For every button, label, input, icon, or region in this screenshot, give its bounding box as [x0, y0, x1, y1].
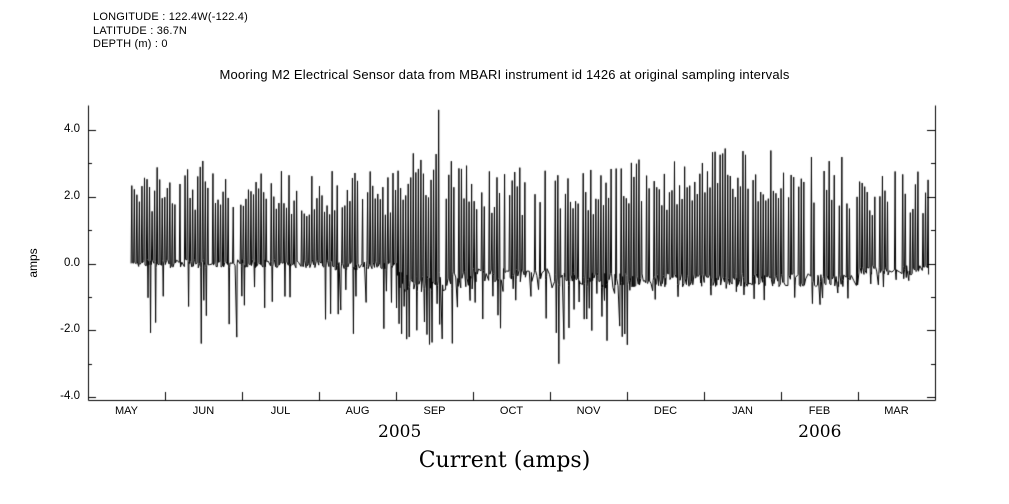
header-longitude: LONGITUDE : 122.4W(-122.4) [93, 11, 248, 23]
x-axis-title: Current (amps) [418, 448, 591, 473]
header-latitude: LATITUDE : 36.7N [93, 24, 188, 37]
header-depth: DEPTH (m) : 0 [93, 38, 168, 50]
plot-title: Mooring M2 Electrical Sensor data from M… [219, 67, 790, 82]
y-axis-label: amps [26, 248, 40, 278]
header-info: LONGITUDE : 122.4W(-122.4) LATITUDE : 36… [93, 11, 248, 52]
